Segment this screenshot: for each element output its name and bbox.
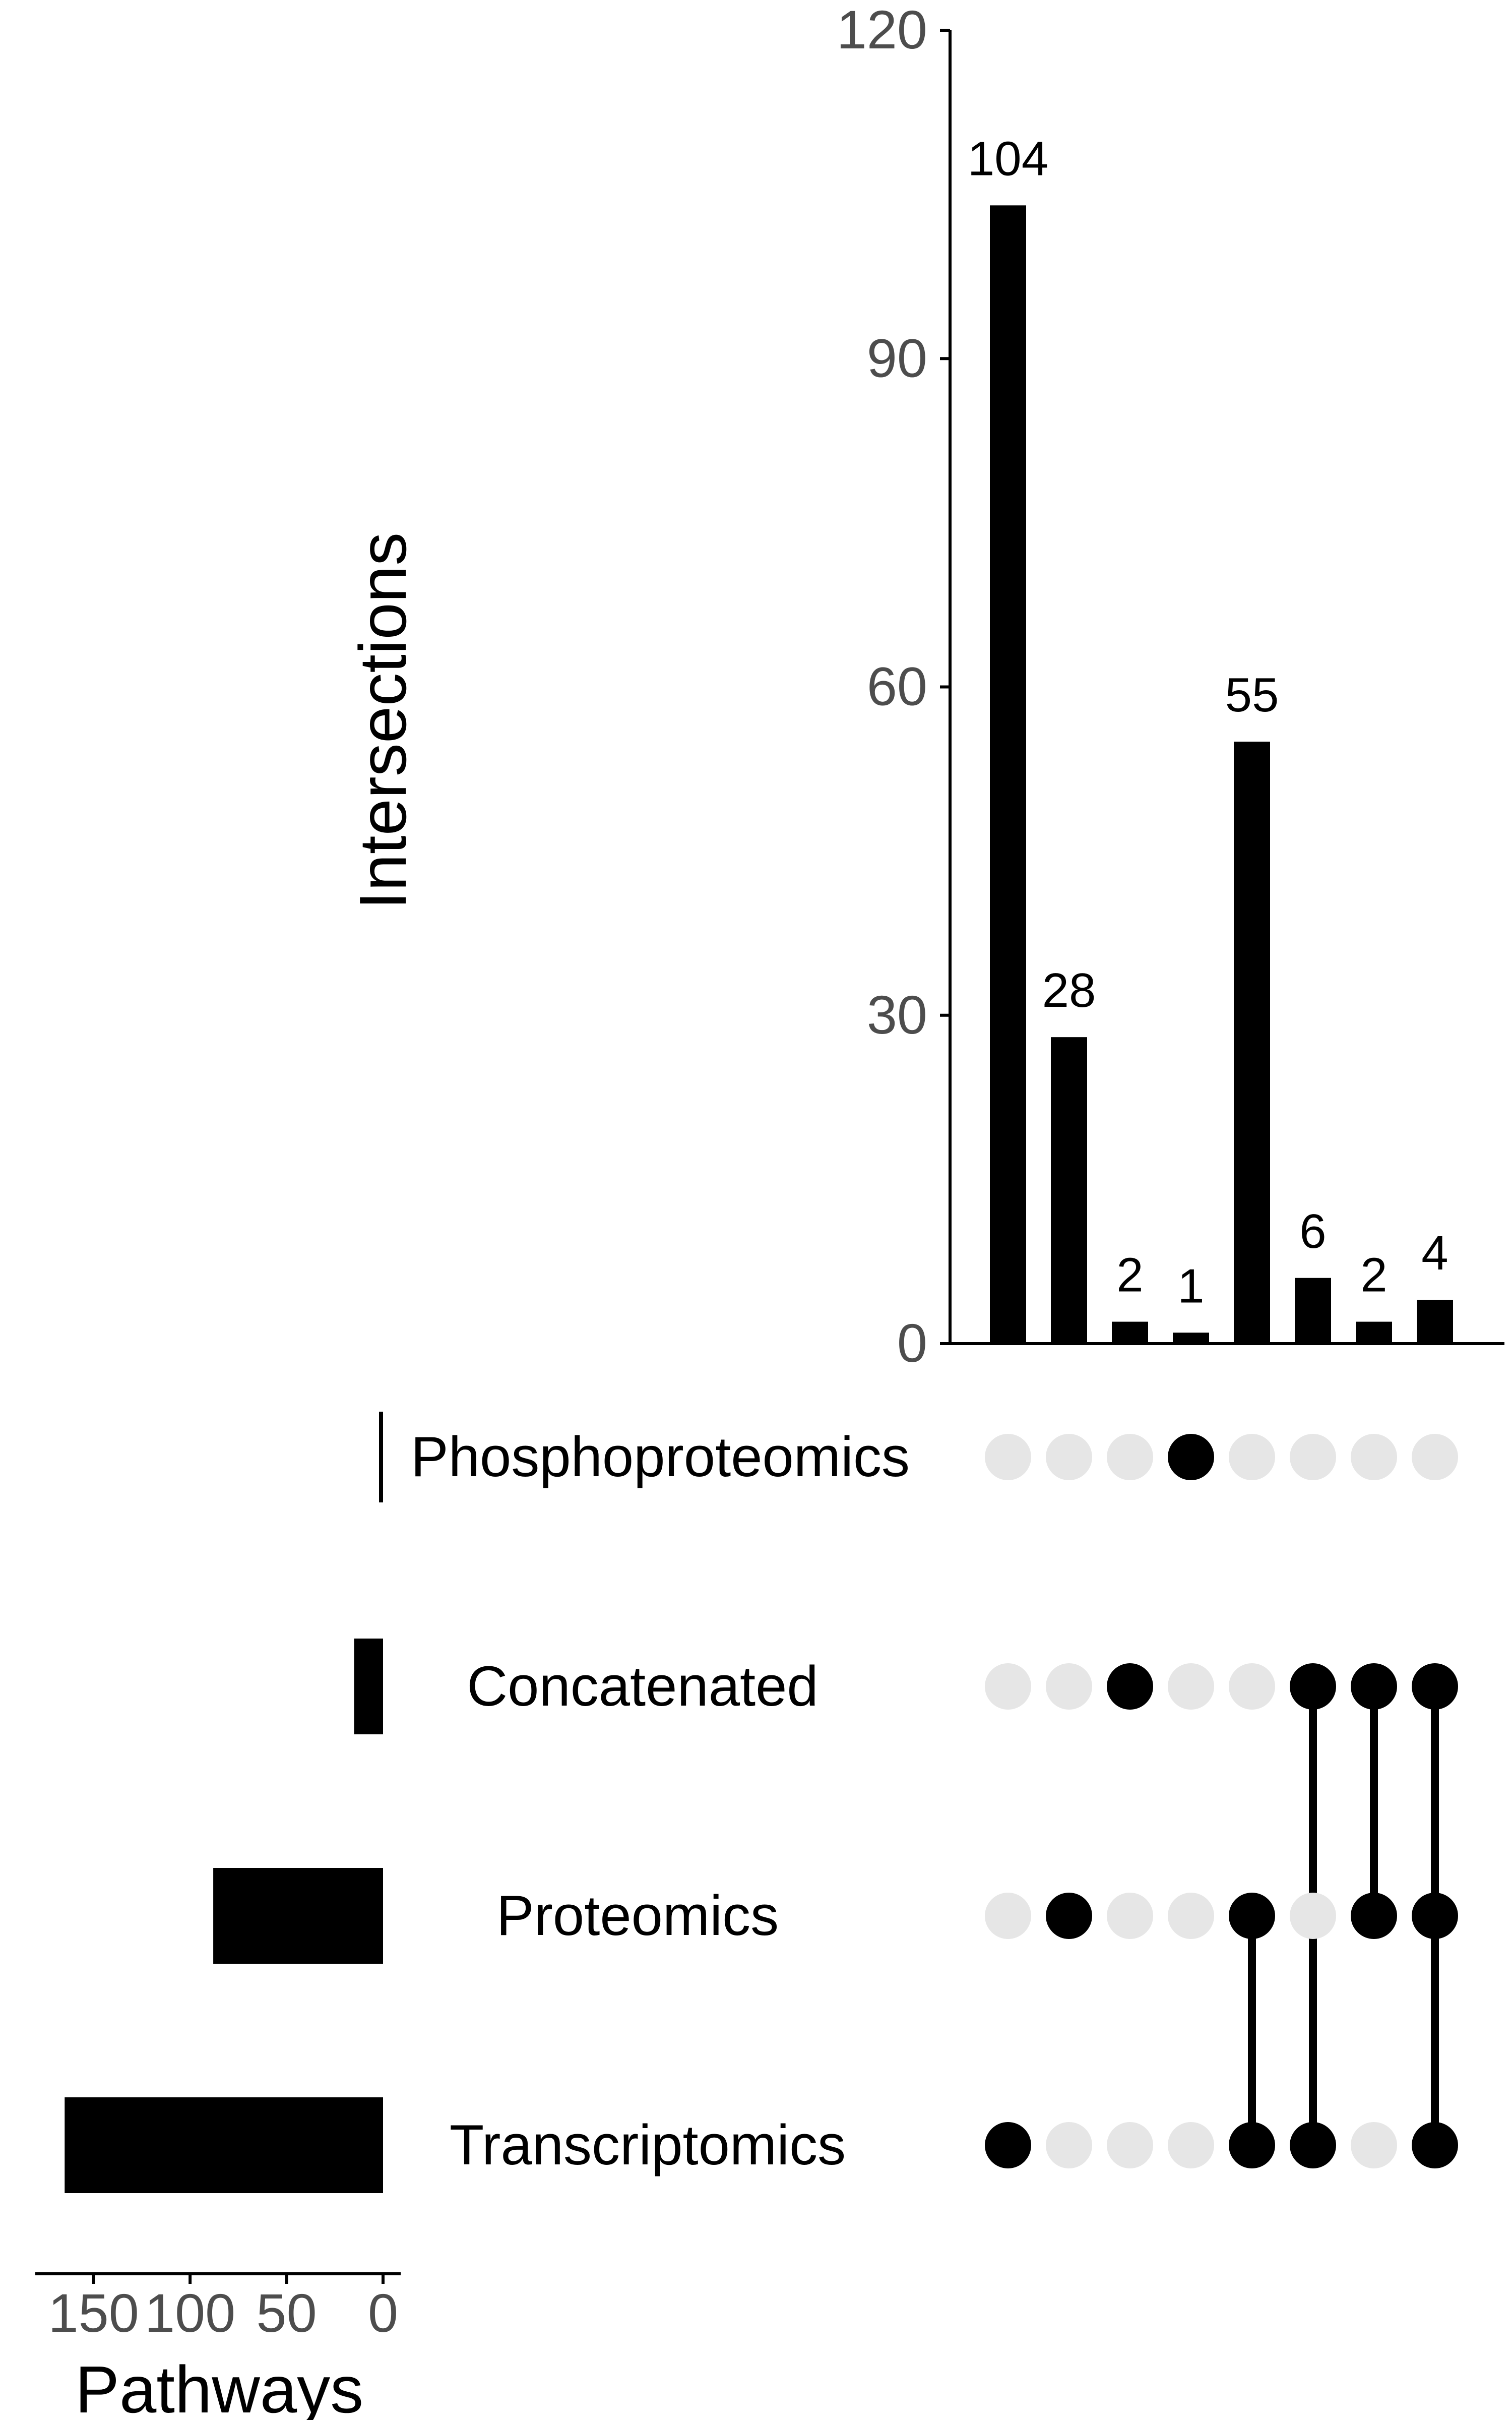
set-size-bar	[354, 1639, 383, 1734]
set-label: Proteomics	[496, 1884, 779, 1947]
y-tick-label: 60	[867, 656, 927, 717]
matrix-dot-inactive	[985, 1434, 1031, 1480]
y-tick-label: 30	[867, 984, 927, 1045]
matrix-dot-inactive	[1290, 1893, 1336, 1939]
intersection-bar-label: 2	[1116, 1248, 1143, 1302]
matrix-dot-active	[1107, 1663, 1153, 1710]
matrix-dot-inactive	[1046, 1663, 1092, 1710]
intersection-bar-label: 28	[1042, 963, 1096, 1017]
matrix-dot-inactive	[1168, 1663, 1214, 1710]
matrix-dot-active	[1046, 1893, 1092, 1939]
matrix-dot-active	[1290, 1663, 1336, 1710]
matrix-dot-active	[1351, 1663, 1397, 1710]
set-labels: Phosphoproteomics Concatenated Proteomics T…	[411, 1425, 910, 2176]
intersection-bar	[1356, 1321, 1392, 1344]
intersection-bar-label: 6	[1299, 1204, 1326, 1258]
intersection-bar	[1295, 1278, 1331, 1344]
intersection-bars	[990, 205, 1453, 1344]
intersection-bar	[990, 205, 1026, 1344]
intersection-bar	[1417, 1300, 1453, 1344]
x-tick-label: 0	[368, 2282, 398, 2343]
matrix-dot-inactive	[1107, 2122, 1153, 2168]
matrix-dot-active	[1229, 1893, 1275, 1939]
pathways-x-ticks: 150 100 50 0	[48, 2274, 398, 2343]
intersection-bar-label: 104	[968, 132, 1048, 186]
set-size-bar	[65, 2097, 384, 2193]
x-tick-label: 100	[145, 2282, 235, 2343]
matrix-dot-inactive	[1046, 1434, 1092, 1480]
set-label: Phosphoproteomics	[411, 1425, 910, 1488]
matrix-dot-active	[1290, 2122, 1336, 2168]
set-size-bars	[65, 1412, 384, 2193]
matrix-dot-inactive	[1168, 2122, 1214, 2168]
intersection-matrix	[985, 1434, 1458, 2168]
matrix-dot-inactive	[1229, 1663, 1275, 1710]
matrix-dot-active	[1412, 1893, 1458, 1939]
matrix-dot-inactive	[1229, 1434, 1275, 1480]
matrix-dot-active	[1412, 1663, 1458, 1710]
y-tick-label: 90	[867, 327, 927, 388]
matrix-dot-inactive	[1351, 2122, 1397, 2168]
matrix-dot-inactive	[1107, 1434, 1153, 1480]
matrix-dot-active	[985, 2122, 1031, 2168]
matrix-dots	[985, 1434, 1458, 2168]
set-size-bar	[213, 1868, 383, 1964]
intersections-axis-title: Intersections	[346, 532, 420, 910]
intersection-bar	[1112, 1321, 1148, 1344]
y-tick-label: 120	[837, 0, 927, 60]
matrix-connectors	[1248, 1686, 1439, 2145]
matrix-dot-inactive	[985, 1663, 1031, 1710]
matrix-dot-active	[1229, 2122, 1275, 2168]
intersections-y-ticks: 0 30 60 90 120	[837, 0, 950, 1373]
matrix-dot-active	[1168, 1434, 1214, 1480]
matrix-dot-inactive	[1351, 1434, 1397, 1480]
x-tick-label: 150	[48, 2282, 139, 2343]
y-tick-label: 0	[897, 1312, 927, 1373]
matrix-dot-inactive	[1412, 1434, 1458, 1480]
matrix-dot-active	[1351, 1893, 1397, 1939]
matrix-dot-inactive	[985, 1893, 1031, 1939]
matrix-dot-inactive	[1107, 1893, 1153, 1939]
intersection-bar	[1051, 1037, 1087, 1344]
matrix-dot-inactive	[1290, 1434, 1336, 1480]
matrix-dot-inactive	[1046, 2122, 1092, 2168]
intersection-bar-label: 55	[1225, 668, 1279, 722]
matrix-dot-inactive	[1168, 1893, 1214, 1939]
intersection-bar-label: 2	[1360, 1248, 1387, 1302]
set-size-chart: 150 100 50 0 Pathways	[35, 1412, 401, 2420]
set-label: Concatenated	[467, 1655, 818, 1718]
set-size-bar	[379, 1412, 383, 1502]
intersection-bar-label: 4	[1421, 1226, 1448, 1280]
x-tick-label: 50	[257, 2282, 317, 2343]
intersection-bar	[1234, 742, 1270, 1344]
set-label: Transcriptomics	[450, 2113, 846, 2176]
matrix-dot-active	[1412, 2122, 1458, 2168]
intersection-bar-label: 1	[1177, 1259, 1204, 1313]
intersection-bar	[1173, 1333, 1209, 1344]
pathways-axis-title: Pathways	[75, 2352, 363, 2420]
